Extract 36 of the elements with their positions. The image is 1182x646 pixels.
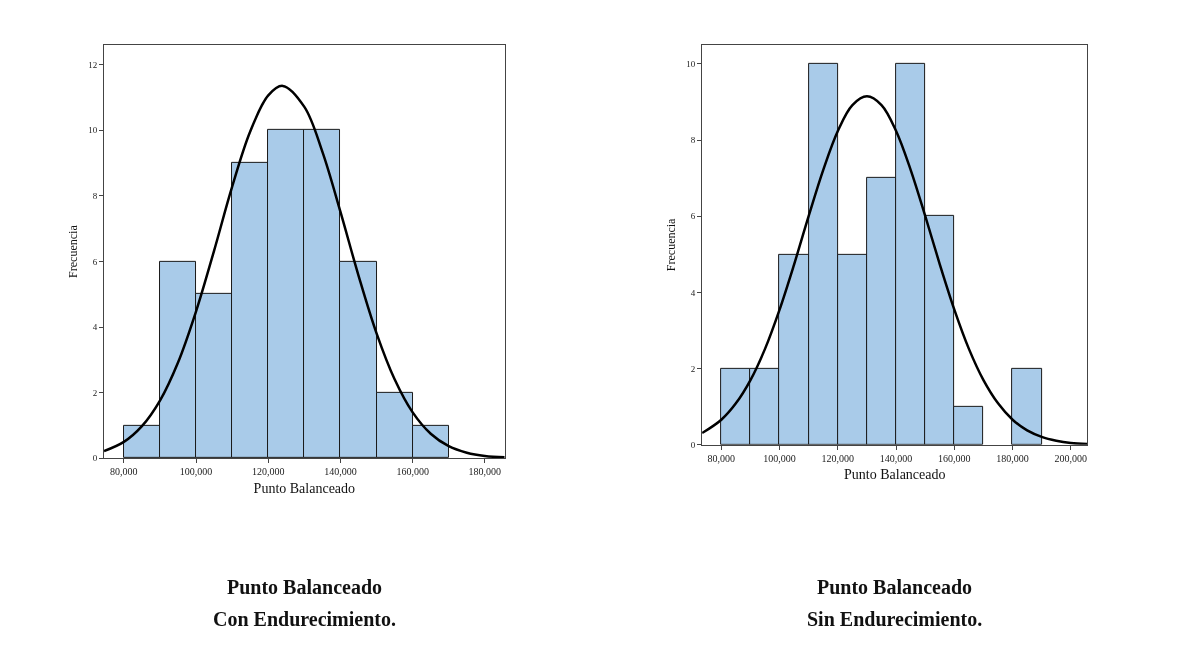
y-tick-label: 0 bbox=[690, 440, 696, 450]
y-tick-label: 6 bbox=[92, 256, 98, 267]
x-tick-label: 160,000 bbox=[396, 466, 429, 478]
x-tick-label: 100,000 bbox=[763, 452, 796, 464]
line-series bbox=[104, 84, 505, 459]
y-axis-title: Frecuencia bbox=[663, 217, 678, 272]
y-tick-label: 10 bbox=[686, 59, 696, 70]
x-tick-label: 120,000 bbox=[821, 452, 855, 464]
text: Punto Balanceado bbox=[817, 576, 973, 598]
x-tick-label: 120,000 bbox=[252, 466, 285, 478]
x-tick-label: 80,000 bbox=[707, 452, 736, 464]
y-tick-label: 4 bbox=[690, 287, 696, 298]
y-tick-label: 4 bbox=[92, 322, 98, 333]
x-tick-label: 140,000 bbox=[879, 452, 913, 464]
y-tick-label: 2 bbox=[92, 387, 98, 398]
y-tick-label: 8 bbox=[92, 190, 98, 201]
x-axis-title: Punto Balanceado bbox=[253, 480, 356, 496]
y-tick-label: 6 bbox=[690, 211, 696, 222]
text: Con Endurecimiento. bbox=[213, 608, 396, 630]
y-tick-label: 2 bbox=[690, 363, 696, 374]
x-tick-label: 180,000 bbox=[468, 466, 502, 478]
y-axis-title: Frecuencia bbox=[65, 224, 80, 278]
x-axis-title: Punto Balanceado bbox=[844, 467, 946, 483]
line-series bbox=[702, 95, 1088, 445]
x-tick-label: 100,000 bbox=[179, 466, 213, 478]
x-tick-label: 140,000 bbox=[324, 466, 357, 478]
x-tick-label: 180,000 bbox=[996, 452, 1029, 464]
y-tick-label: 12 bbox=[88, 59, 98, 70]
y-tick-label: 8 bbox=[690, 135, 696, 146]
text: Sin Endurecimiento. bbox=[807, 608, 983, 630]
x-tick-label: 80,000 bbox=[110, 466, 138, 478]
x-tick-label: 200,000 bbox=[1054, 452, 1088, 464]
x-tick-label: 160,000 bbox=[938, 452, 971, 464]
y-tick-label: 10 bbox=[88, 125, 98, 136]
y-tick-label: 0 bbox=[92, 453, 98, 464]
text: Punto Balanceado bbox=[227, 576, 383, 598]
